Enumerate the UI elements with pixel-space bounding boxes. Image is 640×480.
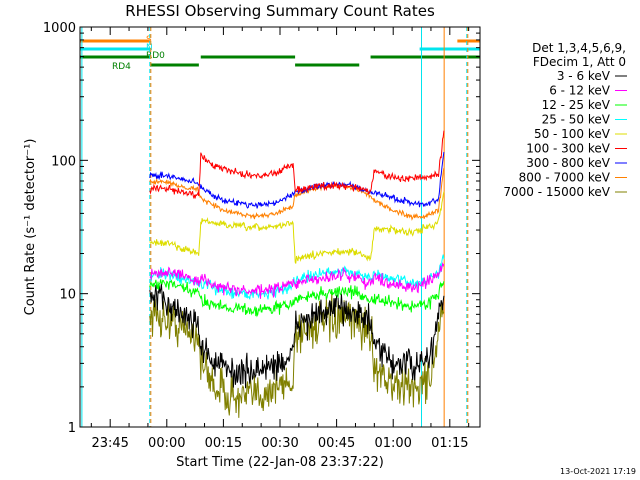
series-line-100-300-kev <box>149 130 445 200</box>
legend-header-line-2: FDecim 1, Att 0 <box>533 55 626 69</box>
series-line-800-7000-kev <box>149 167 445 221</box>
series-line-50-100-kev <box>149 191 445 264</box>
legend-label-3-6-kev: 3 - 6 keV <box>557 69 611 83</box>
x-tick-label: 01:00 <box>374 436 411 451</box>
x-tick-label: 00:15 <box>205 436 242 451</box>
series-line-3-6-kev <box>149 283 445 389</box>
legend-header-line-1: Det 1,3,4,5,6,9, <box>532 41 626 55</box>
y-tick-label: 1000 <box>43 21 76 36</box>
x-tick-label: 00:00 <box>148 436 185 451</box>
legend-label-300-800-kev: 300 - 800 keV <box>526 156 610 170</box>
y-tick-label: 10 <box>59 288 76 303</box>
legend-label-6-12-kev: 6 - 12 keV <box>549 84 611 98</box>
y-axis-label: Count Rate (s⁻¹ detector⁻¹) <box>23 139 38 316</box>
y-tick-label: 1 <box>68 421 76 436</box>
x-tick-label: 01:15 <box>431 436 468 451</box>
x-axis-label: Start Time (22-Jan-08 23:37:22) <box>176 455 384 470</box>
x-axis: 23:45 00:00 00:15 00:30 00:45 01:00 01:15 <box>90 27 470 451</box>
x-tick-label: 23:45 <box>91 436 128 451</box>
legend-label-800-7000-kev: 800 - 7000 keV <box>519 171 611 185</box>
flag-label-rd0: RD0 <box>146 51 165 61</box>
date-stamp: 13-Oct-2021 17:19 <box>560 467 636 476</box>
legend-label-12-25-kev: 12 - 25 keV <box>542 98 611 112</box>
y-axis: 1 10 100 1000 <box>43 21 480 436</box>
series-lines <box>149 130 445 418</box>
legend-label-7000-15000-kev: 7000 - 15000 keV <box>503 185 610 199</box>
legend: Det 1,3,4,5,6,9, FDecim 1, Att 0 3 - 6 k… <box>503 41 627 199</box>
flag-label-s: S <box>146 35 152 45</box>
legend-label-25-50-kev: 25 - 50 keV <box>542 113 611 127</box>
series-line-12-25-kev <box>149 279 445 318</box>
chart-title: RHESSI Observing Summary Count Rates <box>125 2 435 20</box>
legend-label-100-300-kev: 100 - 300 keV <box>526 142 610 156</box>
legend-label-50-100-kev: 50 - 100 keV <box>534 127 611 141</box>
y-tick-label: 100 <box>51 154 76 169</box>
x-tick-label: 00:30 <box>261 436 298 451</box>
series-line-7000-15000-kev <box>149 291 445 418</box>
series-line-6-12-kev <box>149 261 445 299</box>
vertical-markers <box>81 27 469 427</box>
x-tick-label: 00:45 <box>318 436 355 451</box>
flag-bars: SNRD0RD4 <box>80 35 480 72</box>
flag-label-rd4: RD4 <box>112 62 131 72</box>
